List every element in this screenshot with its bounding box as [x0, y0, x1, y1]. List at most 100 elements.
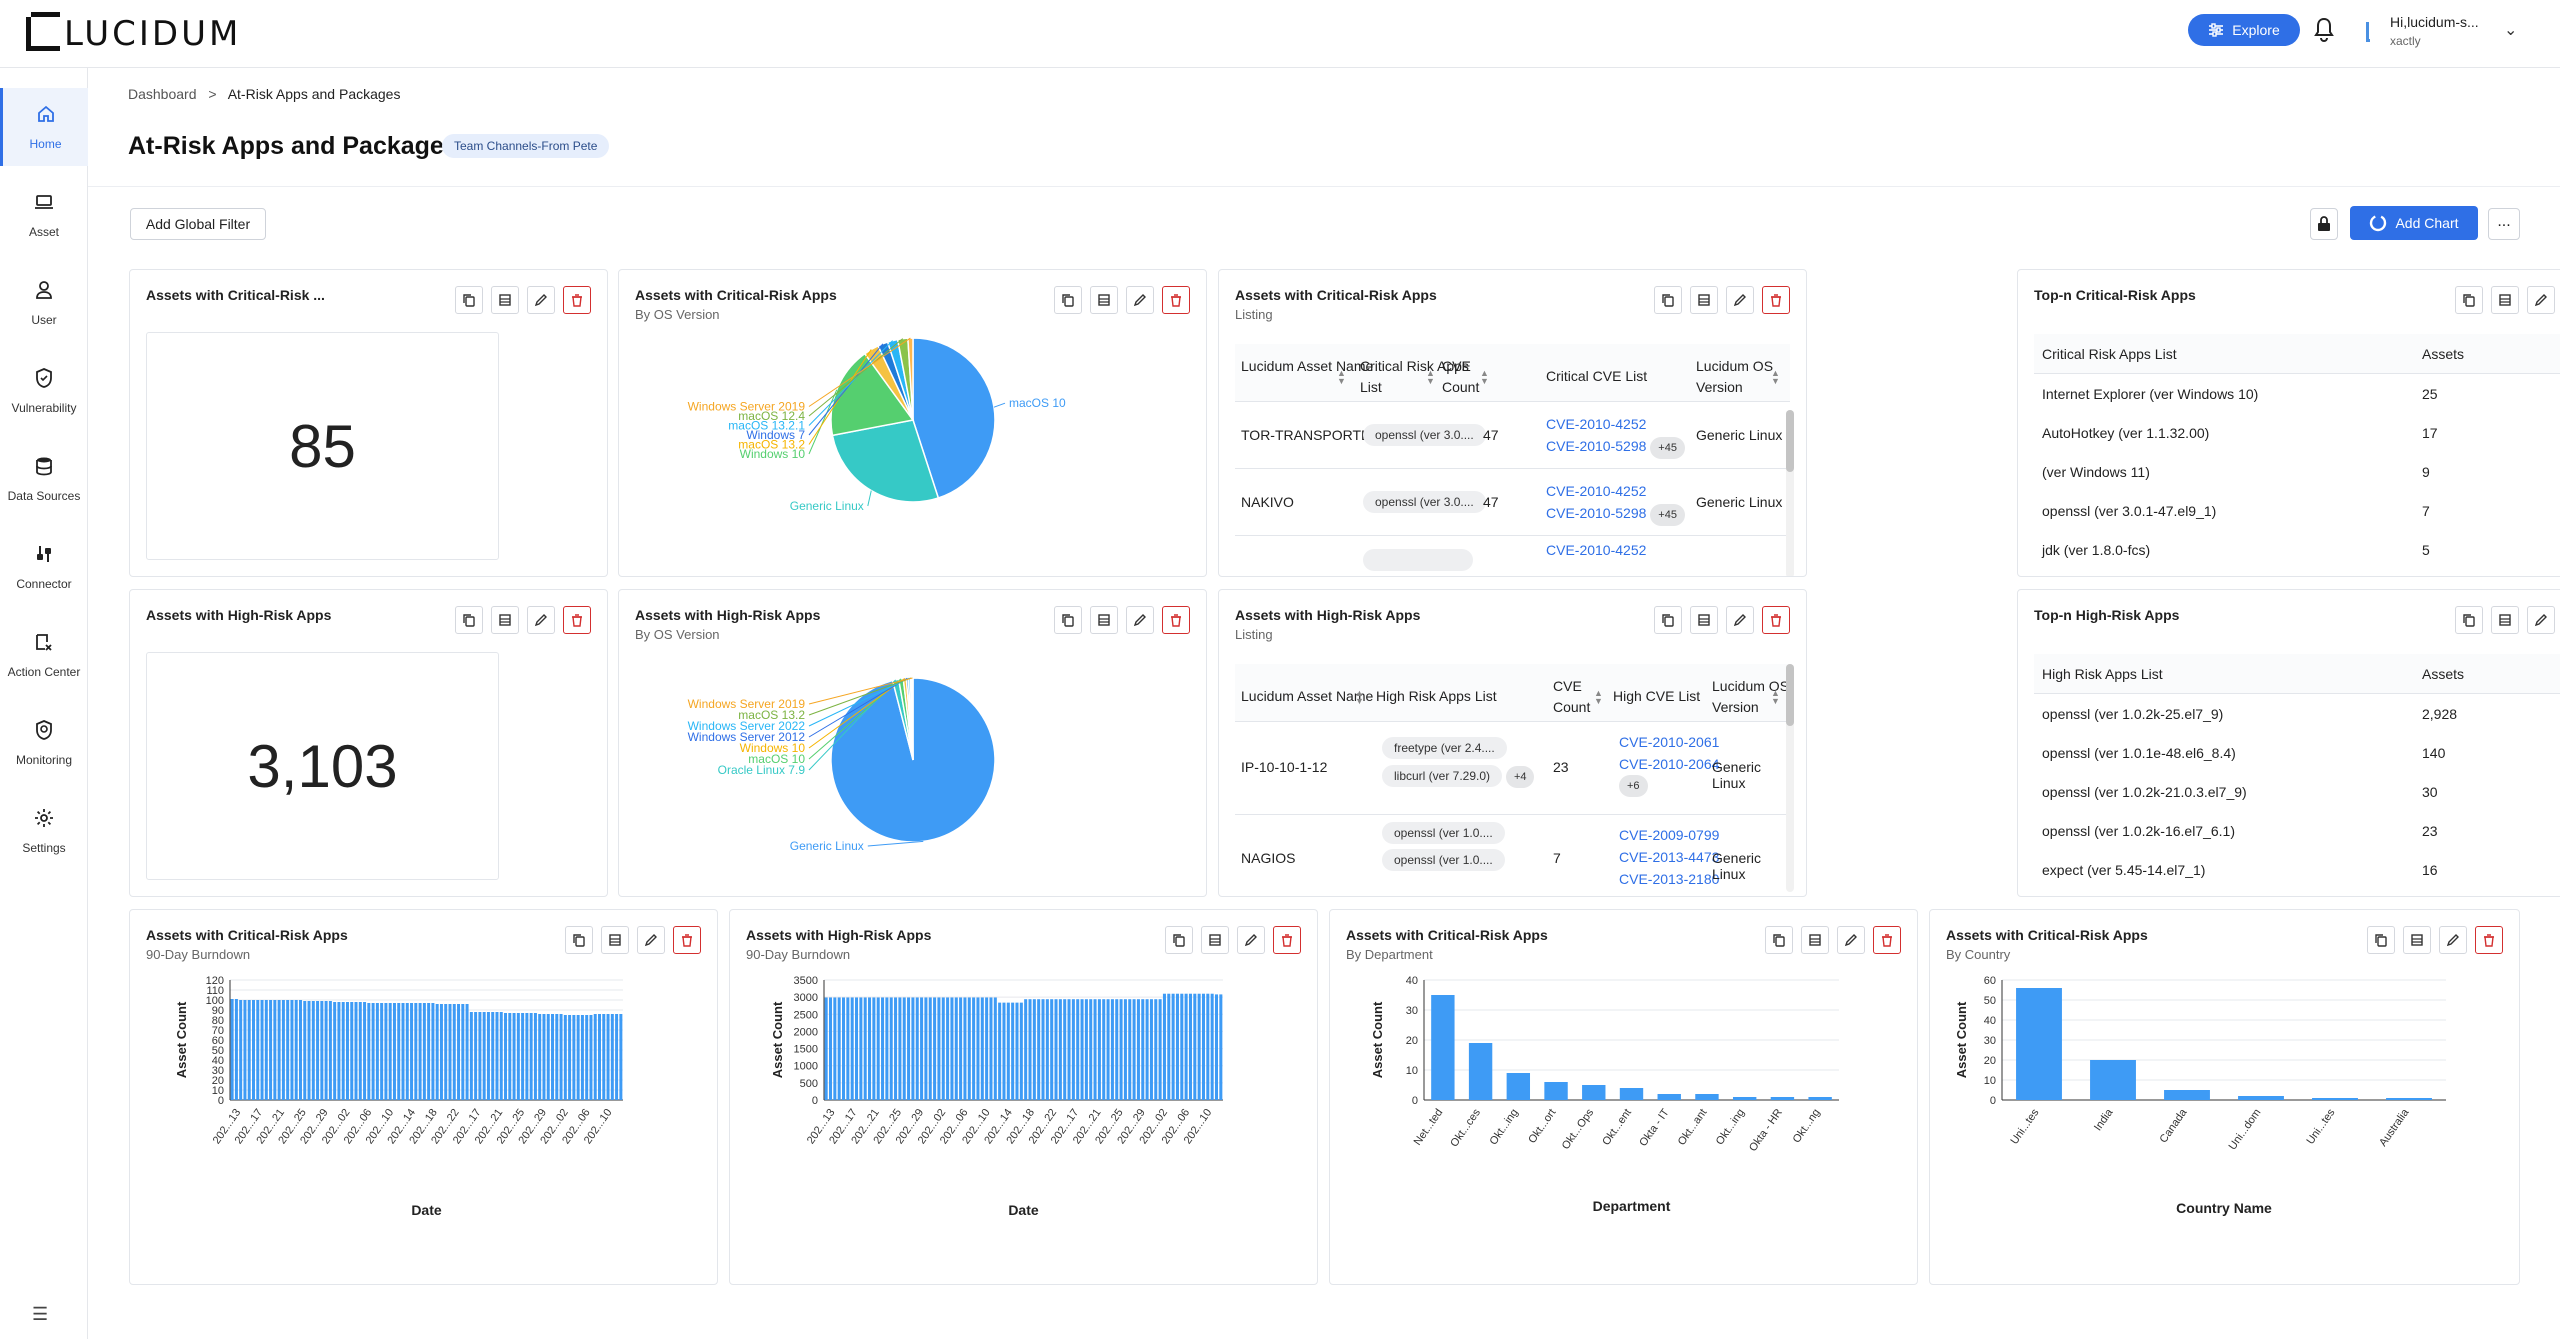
- delete-button[interactable]: [1162, 286, 1190, 314]
- cve-link[interactable]: CVE-2010-4252: [1546, 416, 1647, 432]
- table-row[interactable]: IP-10-10-1-12 freetype (ver 2.4.... libc…: [1235, 723, 1790, 815]
- delete-button[interactable]: [673, 926, 701, 954]
- edit-button[interactable]: [2527, 286, 2555, 314]
- sidebar-item-home[interactable]: Home: [0, 88, 88, 166]
- data-view-button[interactable]: [1090, 286, 1118, 314]
- sidebar-item-settings[interactable]: Settings: [0, 792, 88, 870]
- user-menu[interactable]: Hi,lucidum-s... xactly: [2366, 12, 2516, 52]
- table-row[interactable]: (ver Windows 11) 9: [2034, 464, 2560, 494]
- edit-button[interactable]: [527, 286, 555, 314]
- cve-link[interactable]: CVE-2010-5298 +45: [1546, 502, 1685, 526]
- cve-link[interactable]: CVE-2009-0799: [1619, 827, 1720, 843]
- lucidum-logo[interactable]: LUCIDUM: [26, 12, 241, 54]
- more-chip[interactable]: +4: [1505, 766, 1535, 788]
- table-row[interactable]: openssl (ver 1.0.1e-48.el6_8.4) 140: [2034, 745, 2560, 775]
- duplicate-button[interactable]: [455, 286, 483, 314]
- data-view-button[interactable]: [2491, 286, 2519, 314]
- duplicate-button[interactable]: [1654, 606, 1682, 634]
- cve-link[interactable]: CVE-2010-2061: [1619, 734, 1720, 750]
- cve-id[interactable]: CVE-2010-5298: [1546, 505, 1647, 521]
- table-row[interactable]: openssl (ver 1.0.2k-21.0.3.el7_9) 30: [2034, 784, 2560, 814]
- sort-icon[interactable]: ▲ ▼: [1594, 688, 1603, 706]
- scrollbar-thumb[interactable]: [1786, 664, 1794, 726]
- delete-button[interactable]: [1873, 926, 1901, 954]
- app-chip[interactable]: openssl (ver 1.0....: [1382, 849, 1505, 871]
- asset-name[interactable]: NAGIOS: [1241, 850, 1296, 866]
- table-row[interactable]: jdk (ver 1.8.0-fcs) 5: [2034, 542, 2560, 564]
- edit-button[interactable]: [2439, 926, 2467, 954]
- cve-link[interactable]: CVE-2010-5298 +45: [1546, 435, 1685, 459]
- sort-icon[interactable]: ▲ ▼: [1355, 688, 1364, 706]
- duplicate-button[interactable]: [1054, 606, 1082, 634]
- edit-button[interactable]: [1837, 926, 1865, 954]
- app-chip[interactable]: openssl (ver 3.0....: [1363, 424, 1486, 446]
- lock-button[interactable]: [2310, 208, 2338, 240]
- column-header[interactable]: Assets: [2422, 666, 2465, 682]
- app-chip[interactable]: openssl (ver 1.0....: [1382, 822, 1505, 844]
- column-header[interactable]: Critical Risk Apps List: [1360, 358, 1469, 395]
- table-row[interactable]: NAKIVO openssl (ver 3.0.... 47 CVE-2010-…: [1235, 470, 1790, 536]
- data-view-button[interactable]: [2491, 606, 2519, 634]
- edit-button[interactable]: [1126, 286, 1154, 314]
- edit-button[interactable]: [527, 606, 555, 634]
- edit-button[interactable]: [637, 926, 665, 954]
- duplicate-button[interactable]: [1165, 926, 1193, 954]
- column-header[interactable]: Lucidum Asset Name: [1241, 358, 1374, 374]
- add-chart-button[interactable]: Add Chart: [2350, 206, 2478, 240]
- column-header[interactable]: Lucidum OS Version: [1696, 358, 1774, 395]
- edit-button[interactable]: [1237, 926, 1265, 954]
- delete-button[interactable]: [563, 286, 591, 314]
- table-row[interactable]: AutoHotkey (ver 1.1.32.00) 17: [2034, 425, 2560, 455]
- data-view-button[interactable]: [1690, 606, 1718, 634]
- cve-id[interactable]: CVE-2010-5298: [1546, 438, 1647, 454]
- sidebar-item-action-center[interactable]: Action Center: [0, 616, 88, 694]
- sort-icon[interactable]: ▲ ▼: [1771, 368, 1780, 386]
- more-options-button[interactable]: ...: [2488, 208, 2520, 240]
- delete-button[interactable]: [563, 606, 591, 634]
- table-row[interactable]: TOR-TRANSPORTER openssl (ver 3.0.... 47 …: [1235, 403, 1790, 469]
- table-row[interactable]: openssl (ver 1.0.2k-16.el7_6.1) 23: [2034, 823, 2560, 853]
- cve-link[interactable]: CVE-2010-4252: [1546, 483, 1647, 499]
- explore-button[interactable]: Explore: [2188, 14, 2300, 46]
- asset-name[interactable]: IP-10-10-1-12: [1241, 759, 1328, 775]
- collapse-menu-icon[interactable]: ☰: [32, 1304, 49, 1324]
- duplicate-button[interactable]: [2455, 606, 2483, 634]
- column-header[interactable]: High Risk Apps List: [1376, 688, 1497, 704]
- app-chip[interactable]: [1363, 549, 1473, 571]
- sort-icon[interactable]: ▲ ▼: [1771, 688, 1780, 706]
- app-chip[interactable]: libcurl (ver 7.29.0): [1382, 765, 1503, 787]
- sidebar-item-data-sources[interactable]: Data Sources: [0, 440, 88, 518]
- column-header[interactable]: Critical Risk Apps List: [2042, 346, 2177, 362]
- duplicate-button[interactable]: [455, 606, 483, 634]
- duplicate-button[interactable]: [2367, 926, 2395, 954]
- delete-button[interactable]: [1762, 606, 1790, 634]
- delete-button[interactable]: [1762, 286, 1790, 314]
- data-view-button[interactable]: [1801, 926, 1829, 954]
- sidebar-item-vulnerability[interactable]: Vulnerability: [0, 352, 88, 430]
- data-view-button[interactable]: [491, 286, 519, 314]
- cve-link[interactable]: CVE-2010-4252: [1546, 542, 1647, 558]
- more-chip[interactable]: +45: [1650, 504, 1685, 526]
- table-row[interactable]: openssl (ver 1.0.2k-25.el7_9) 2,928: [2034, 706, 2560, 736]
- column-header[interactable]: High CVE List: [1613, 688, 1701, 704]
- edit-button[interactable]: [1726, 606, 1754, 634]
- sort-icon[interactable]: ▲ ▼: [1480, 368, 1489, 386]
- scrollbar-thumb[interactable]: [1786, 410, 1794, 472]
- column-header[interactable]: Lucidum OS Version: [1712, 678, 1790, 715]
- data-view-button[interactable]: [1690, 286, 1718, 314]
- column-header[interactable]: Assets: [2422, 346, 2465, 362]
- sidebar-item-monitoring[interactable]: Monitoring: [0, 704, 88, 782]
- column-header[interactable]: High Risk Apps List: [2042, 666, 2163, 682]
- sidebar-item-connector[interactable]: Connector: [0, 528, 88, 606]
- breadcrumb-dashboard-link[interactable]: Dashboard: [128, 86, 197, 102]
- column-header[interactable]: Critical CVE List: [1546, 368, 1648, 384]
- cve-link[interactable]: CVE-2013-2180: [1619, 871, 1720, 887]
- edit-button[interactable]: [1126, 606, 1154, 634]
- sort-icon[interactable]: ▲ ▼: [1426, 368, 1435, 386]
- data-view-button[interactable]: [1090, 606, 1118, 634]
- table-row[interactable]: openssl (ver 3.0.1-47.el9_1) 7: [2034, 503, 2560, 533]
- data-view-button[interactable]: [491, 606, 519, 634]
- data-view-button[interactable]: [601, 926, 629, 954]
- table-row[interactable]: CVE-2010-4252: [1235, 537, 1790, 574]
- delete-button[interactable]: [1162, 606, 1190, 634]
